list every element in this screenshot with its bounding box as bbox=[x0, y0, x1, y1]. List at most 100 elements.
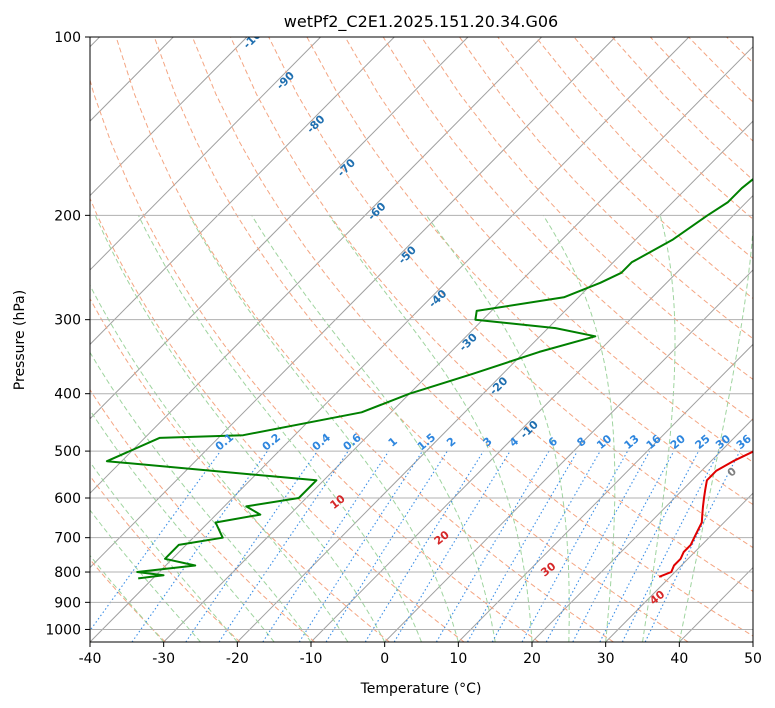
mixing-ratio-line-9 bbox=[435, 450, 550, 642]
dry-adiabat-21 bbox=[649, 37, 753, 142]
chart-title: wetPf2_C2E1.2025.151.20.34.G06 bbox=[284, 12, 558, 32]
moist-adiabat-9 bbox=[251, 215, 496, 642]
dry-adiabat-12 bbox=[306, 37, 753, 506]
mixing-ratio-line-8 bbox=[393, 450, 511, 642]
mixing-ratio-line-16 bbox=[621, 450, 720, 642]
isotherm-line-13 bbox=[236, 120, 753, 642]
dry-adiabat-16 bbox=[459, 37, 753, 340]
dry-adiabat-11 bbox=[268, 37, 753, 549]
y-axis-ticks: 100 200 300 400 500 600 700 800 900 1000 bbox=[45, 30, 90, 638]
x-tick-label-3: -10 bbox=[300, 651, 323, 667]
mixing-ratio-line-17 bbox=[644, 450, 741, 642]
moist-adiabat-3 bbox=[90, 409, 275, 642]
mixing-ratio-label-0: 0.1 bbox=[213, 431, 236, 453]
mixing-ratio-label-8: 4 bbox=[507, 434, 521, 449]
isotherm-line-12 bbox=[163, 46, 753, 642]
moist-adiabat-2 bbox=[90, 461, 238, 642]
mixing-ratio-label-4: 1 bbox=[386, 435, 400, 450]
moist-adiabat-8 bbox=[189, 215, 459, 642]
x-tick-label-4: 0 bbox=[380, 651, 389, 667]
mixing-ratio-line-6 bbox=[325, 450, 448, 642]
mixing-ratio-label-13: 16 bbox=[644, 432, 664, 452]
isotherm-line-17 bbox=[531, 418, 753, 642]
isotherm-line-10 bbox=[90, 37, 616, 569]
mixing-ratio-label-3: 0.6 bbox=[341, 431, 365, 454]
isotherm-line-7 bbox=[90, 37, 395, 346]
plot-frame bbox=[89, 36, 754, 643]
mixing-ratio-label-11: 10 bbox=[594, 432, 614, 452]
moist-adiabat-10 bbox=[328, 215, 533, 642]
dry-adiabat-2 bbox=[90, 475, 241, 642]
dry-adiabat-6 bbox=[90, 78, 540, 642]
mixing-ratio-label-7: 3 bbox=[480, 435, 494, 450]
moist-adiabat-11 bbox=[425, 215, 570, 642]
x-tick-label-5: 10 bbox=[449, 651, 467, 667]
dry-adiabat-7 bbox=[115, 37, 614, 642]
mixing-ratio-line-1 bbox=[131, 450, 268, 642]
dry-adiabat-1 bbox=[90, 558, 166, 642]
x-tick-label-6: 20 bbox=[523, 651, 541, 667]
mixing-ratio-line-5 bbox=[298, 450, 423, 642]
mixing-ratio-label-14: 20 bbox=[668, 432, 688, 452]
dry-adiabat-14 bbox=[382, 37, 753, 422]
isotherm-line-6 bbox=[90, 37, 321, 271]
isotherm-line-5 bbox=[90, 37, 248, 197]
theta-label-1: 20 bbox=[432, 528, 452, 548]
moist-adiabat-1 bbox=[90, 509, 201, 642]
dry-adiabat-17 bbox=[497, 37, 753, 300]
isotherm-label-7: -30 bbox=[457, 331, 481, 354]
y-tick-label-3: 400 bbox=[54, 387, 81, 403]
isotherm-line-20 bbox=[752, 641, 753, 642]
y-tick-label-6: 700 bbox=[54, 531, 81, 547]
profile-line-dewpoint bbox=[105, 177, 753, 580]
mixing-ratio-label-10: 8 bbox=[574, 435, 588, 450]
moist-adiabat-12 bbox=[542, 215, 616, 642]
x-axis-ticks: -40 -30 -20 -10 0 10 20 30 40 50 bbox=[79, 642, 762, 667]
pressure-gridlines bbox=[90, 37, 753, 630]
mixing-ratio-label-6: 2 bbox=[444, 435, 458, 450]
background-lines bbox=[90, 37, 775, 642]
x-axis-label: Temperature (°C) bbox=[360, 681, 482, 697]
dry-adiabat-20 bbox=[611, 37, 753, 181]
isotherm-label-2: -80 bbox=[304, 112, 328, 135]
isotherm-line-15 bbox=[384, 269, 753, 642]
x-tick-label-2: -20 bbox=[226, 651, 249, 667]
line-labels: 0.1 0.2 0.4 0.6 1 1.5 2 3 4 6 8 10 13 16 20 25 30 36-100-… bbox=[213, 37, 753, 607]
moist-adiabat-14 bbox=[678, 224, 753, 642]
dry-adiabat-13 bbox=[344, 37, 753, 463]
dry-adiabat-24 bbox=[765, 37, 775, 642]
dry-adiabat-3 bbox=[90, 388, 316, 642]
isotherm-line-18 bbox=[605, 492, 753, 642]
mixing-ratio-line-4 bbox=[262, 450, 390, 642]
dry-adiabat-8 bbox=[153, 37, 689, 642]
x-tick-label-0: -40 bbox=[79, 651, 102, 667]
isotherm-label-1: -90 bbox=[274, 69, 298, 92]
mixing-ratio-line-13 bbox=[545, 450, 651, 642]
y-tick-label-9: 1000 bbox=[45, 622, 81, 638]
mixing-ratio-line-12 bbox=[521, 450, 629, 642]
dry-adiabat-5 bbox=[90, 197, 465, 642]
y-tick-label-2: 300 bbox=[54, 313, 81, 329]
mixing-ratio-line-7 bbox=[364, 450, 484, 642]
theta-label-0: 10 bbox=[328, 492, 348, 512]
mixing-ratio-label-16: 30 bbox=[713, 432, 733, 452]
theta-label-2: 30 bbox=[538, 559, 558, 579]
isotherm-line-9 bbox=[90, 37, 542, 494]
profile-line-temperature bbox=[658, 450, 753, 578]
y-tick-label-1: 200 bbox=[54, 208, 81, 224]
mixing-ratio-label-12: 13 bbox=[622, 432, 642, 452]
x-tick-label-9: 50 bbox=[744, 651, 762, 667]
mixing-ratio-label-9: 6 bbox=[546, 434, 560, 449]
profile-series bbox=[105, 177, 753, 580]
isotherm-line-19 bbox=[678, 566, 753, 642]
dry-adiabat-4 bbox=[90, 297, 390, 642]
x-tick-label-8: 40 bbox=[670, 651, 688, 667]
dry-adiabat-10 bbox=[230, 37, 753, 592]
y-tick-label-4: 500 bbox=[54, 444, 81, 460]
y-tick-label-5: 600 bbox=[54, 491, 81, 507]
moist-adiabat-13 bbox=[642, 215, 676, 642]
mixing-ratio-line-14 bbox=[572, 450, 675, 642]
mixing-ratio-label-15: 25 bbox=[693, 432, 713, 452]
dry-adiabat-23 bbox=[726, 37, 753, 64]
